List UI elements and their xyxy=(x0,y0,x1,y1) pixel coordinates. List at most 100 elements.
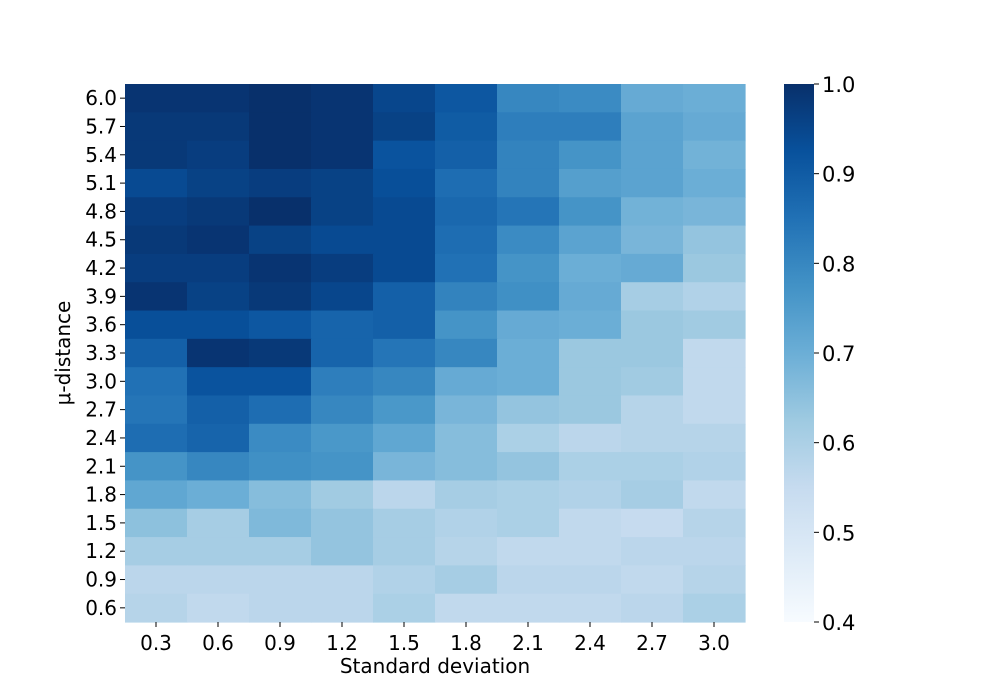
heatmap-cell xyxy=(559,253,622,283)
heatmap-cell xyxy=(621,367,684,397)
heatmap-cell xyxy=(497,508,560,538)
heatmap-cell xyxy=(621,112,684,142)
heatmap-cell xyxy=(311,140,374,170)
heatmap-cell xyxy=(621,140,684,170)
heatmap-cell xyxy=(559,168,622,198)
heatmap-cell xyxy=(621,282,684,312)
heatmap-cell xyxy=(311,423,374,453)
x-tick-label: 1.8 xyxy=(450,631,482,655)
colorbar-tick-label: 0.5 xyxy=(822,521,855,545)
heatmap-cell xyxy=(249,84,312,113)
heatmap-cell xyxy=(311,225,374,255)
heatmap-cell xyxy=(187,338,250,368)
heatmap-cell xyxy=(559,112,622,142)
x-tick-label: 3.0 xyxy=(698,631,730,655)
heatmap-cell xyxy=(249,225,312,255)
heatmap-cell xyxy=(311,310,374,340)
heatmap-cell xyxy=(373,537,436,566)
heatmap-cell xyxy=(187,197,250,227)
heatmap-cell xyxy=(125,565,188,595)
heatmap-cell xyxy=(683,197,746,227)
colorbar-tick-label: 0.7 xyxy=(822,342,855,366)
y-tick-label: 1.8 xyxy=(85,483,117,507)
heatmap-cell xyxy=(559,537,622,566)
y-tick-label: 2.1 xyxy=(85,454,117,478)
heatmap-cell xyxy=(683,508,746,538)
heatmap-cell xyxy=(497,310,560,340)
heatmap-cell xyxy=(373,367,436,397)
heatmap-cell xyxy=(311,367,374,397)
heatmap-cell xyxy=(373,565,436,595)
y-tick-label: 3.6 xyxy=(85,313,117,337)
heatmap-cell xyxy=(683,480,746,510)
heatmap-cell xyxy=(125,225,188,255)
heatmap-cell xyxy=(559,367,622,397)
heatmap-cell xyxy=(311,537,374,566)
heatmap-cell xyxy=(249,367,312,397)
heatmap-cell xyxy=(621,225,684,255)
x-tick-label: 2.1 xyxy=(512,631,544,655)
heatmap-cell xyxy=(187,310,250,340)
heatmap-cell xyxy=(435,225,498,255)
heatmap-cell xyxy=(311,282,374,312)
heatmap-cell xyxy=(125,140,188,170)
y-tick-label: 1.2 xyxy=(85,539,117,563)
heatmap-cell xyxy=(559,84,622,113)
colorbar-tick-labels: 0.4 0.5 0.6 0.7 0.8 0.9 1.0 xyxy=(814,73,855,635)
heatmap-cell xyxy=(311,112,374,142)
heatmap-cell xyxy=(187,367,250,397)
heatmap-cell xyxy=(373,84,436,113)
heatmap-cell xyxy=(249,253,312,283)
heatmap-cell xyxy=(249,565,312,595)
x-tick-label: 0.6 xyxy=(202,631,234,655)
heatmap-cell xyxy=(559,197,622,227)
y-tick-label: 6.0 xyxy=(85,86,117,110)
heatmap-cell xyxy=(249,310,312,340)
heatmap-cell xyxy=(497,593,560,623)
heatmap-cell xyxy=(311,565,374,595)
heatmap-cell xyxy=(435,282,498,312)
heatmap-cell xyxy=(559,395,622,425)
heatmap-cell xyxy=(497,197,560,227)
heatmap-cell xyxy=(497,367,560,397)
heatmap-cell xyxy=(435,84,498,113)
heatmap-cell xyxy=(311,338,374,368)
heatmap-cell xyxy=(187,168,250,198)
heatmap-cell xyxy=(621,452,684,482)
heatmap-cell xyxy=(187,537,250,566)
y-tick-label: 0.9 xyxy=(85,568,117,592)
heatmap-cell xyxy=(311,508,374,538)
heatmap-cell xyxy=(249,282,312,312)
heatmap-cells xyxy=(125,84,746,623)
heatmap-cell xyxy=(497,537,560,566)
heatmap-cell xyxy=(683,395,746,425)
heatmap-cell xyxy=(683,423,746,453)
heatmap-cell xyxy=(683,140,746,170)
heatmap-cell xyxy=(125,282,188,312)
y-tick-label: 4.2 xyxy=(85,256,117,280)
y-tick-labels: 6.0 5.7 5.4 5.1 4.8 4.5 4.2 3.9 3.6 3.3 3.0 2.7 2.4 2… xyxy=(85,86,125,620)
heatmap-cell xyxy=(187,565,250,595)
heatmap-cell xyxy=(497,168,560,198)
heatmap-cell xyxy=(125,310,188,340)
y-tick-label: 5.7 xyxy=(85,114,117,138)
heatmap-cell xyxy=(559,593,622,623)
x-tick-label: 2.7 xyxy=(636,631,668,655)
x-tick-label: 1.2 xyxy=(326,631,358,655)
heatmap-cell xyxy=(497,565,560,595)
heatmap-cell xyxy=(249,140,312,170)
heatmap-cell xyxy=(187,112,250,142)
y-axis-title: μ-distance xyxy=(51,301,75,406)
heatmap-cell xyxy=(435,395,498,425)
heatmap-cell xyxy=(559,140,622,170)
heatmap-cell xyxy=(683,282,746,312)
x-tick-label: 0.3 xyxy=(140,631,172,655)
heatmap-cell xyxy=(249,508,312,538)
heatmap-cell xyxy=(435,112,498,142)
heatmap-cell xyxy=(373,140,436,170)
colorbar-tick-label: 0.4 xyxy=(822,611,855,635)
y-tick-label: 4.8 xyxy=(85,199,117,223)
heatmap-cell xyxy=(187,140,250,170)
y-tick-label: 3.3 xyxy=(85,341,117,365)
